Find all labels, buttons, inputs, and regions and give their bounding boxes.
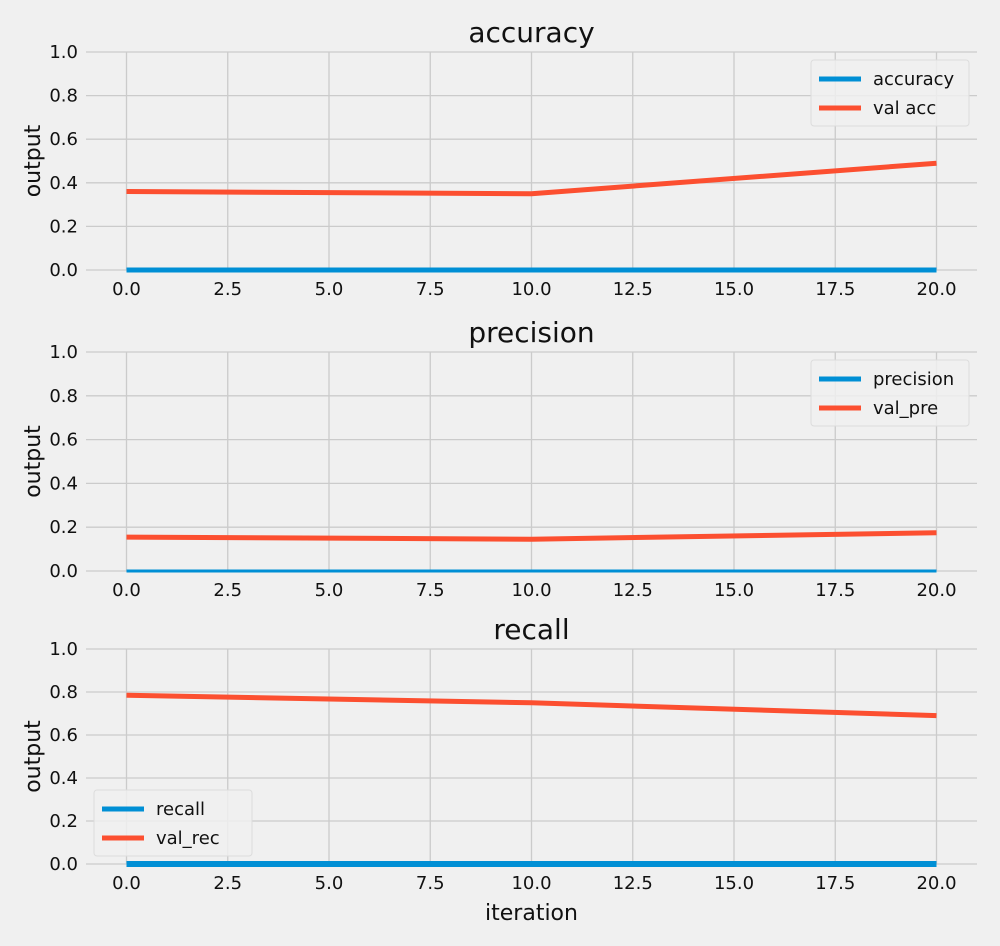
x-tick-label: 7.5 — [416, 873, 445, 894]
x-tick-label: 10.0 — [511, 873, 551, 894]
y-tick-label: 0.6 — [49, 129, 78, 150]
x-tick-label: 17.5 — [815, 279, 855, 300]
y-tick-label: 1.0 — [49, 342, 78, 363]
y-tick-label: 0.6 — [49, 430, 78, 451]
x-tick-label: 20.0 — [916, 873, 956, 894]
legend: precision val_pre — [810, 359, 970, 427]
x-tick-label: 17.5 — [815, 580, 855, 601]
y-tick-label: 1.0 — [49, 639, 78, 660]
x-tick-label: 7.5 — [416, 580, 445, 601]
y-tick-label: 0.4 — [49, 768, 78, 789]
chart-title: recall — [493, 613, 569, 646]
x-tick-label: 0.0 — [112, 580, 141, 601]
x-tick-label: 10.0 — [511, 279, 551, 300]
x-tick-label: 12.5 — [613, 279, 653, 300]
y-axis-label: output — [21, 124, 46, 197]
x-tick-label: 5.0 — [315, 873, 344, 894]
x-tick-label: 7.5 — [416, 279, 445, 300]
y-tick-label: 0.8 — [49, 682, 78, 703]
y-tick-label: 0.2 — [49, 811, 78, 832]
legend-label: val_rec — [156, 828, 220, 849]
legend: recall val_rec — [93, 789, 253, 857]
x-tick-label: 12.5 — [613, 580, 653, 601]
y-axis-label: output — [21, 720, 46, 793]
x-tick-label: 10.0 — [511, 580, 551, 601]
chart-title: accuracy — [468, 16, 594, 49]
y-tick-label: 0.2 — [49, 216, 78, 237]
x-tick-label: 2.5 — [213, 580, 242, 601]
x-tick-label: 15.0 — [714, 279, 754, 300]
x-tick-label: 17.5 — [815, 873, 855, 894]
x-tick-label: 2.5 — [213, 279, 242, 300]
y-tick-label: 0.0 — [49, 854, 78, 875]
y-tick-label: 0.0 — [49, 561, 78, 582]
y-tick-label: 0.0 — [49, 260, 78, 281]
x-tick-label: 20.0 — [916, 580, 956, 601]
chart-panel-recall: 0.0 2.5 5.0 7.5 10.0 12.5 15.0 17.5 20.0 0.0 0.2 0.… — [21, 613, 977, 926]
legend-label: accuracy — [873, 69, 955, 90]
x-tick-label: 12.5 — [613, 873, 653, 894]
x-tick-label: 20.0 — [916, 279, 956, 300]
x-axis-label: iteration — [485, 901, 578, 926]
y-tick-label: 0.2 — [49, 517, 78, 538]
x-tick-label: 2.5 — [213, 873, 242, 894]
x-tick-label: 5.0 — [315, 279, 344, 300]
legend-label: val acc — [873, 98, 936, 119]
chart-panel-accuracy: 0.0 2.5 5.0 7.5 10.0 12.5 15.0 17.5 20.0 0.0 0.2 0.… — [21, 16, 977, 300]
x-tick-label: 0.0 — [112, 279, 141, 300]
series-line-val-acc — [126, 160, 937, 197]
legend-label: val_pre — [873, 398, 938, 419]
x-tick-label: 15.0 — [714, 580, 754, 601]
y-axis-label: output — [21, 425, 46, 498]
x-tick-label: 15.0 — [714, 873, 754, 894]
y-tick-label: 1.0 — [49, 42, 78, 63]
x-tick-label: 5.0 — [315, 580, 344, 601]
x-tick-label: 0.0 — [112, 873, 141, 894]
series-line-val-pre — [126, 530, 937, 542]
y-tick-label: 0.4 — [49, 473, 78, 494]
y-tick-label: 0.4 — [49, 173, 78, 194]
legend-label: recall — [156, 799, 205, 820]
chart-title: precision — [468, 316, 594, 349]
y-tick-label: 0.6 — [49, 725, 78, 746]
y-tick-label: 0.8 — [49, 86, 78, 107]
y-tick-label: 0.8 — [49, 386, 78, 407]
legend: accuracy val acc — [810, 59, 970, 127]
series-line-val-rec — [126, 692, 937, 719]
chart-panel-precision: 0.0 2.5 5.0 7.5 10.0 12.5 15.0 17.5 20.0 0.0 0.2 0.… — [21, 316, 977, 601]
legend-label: precision — [873, 369, 954, 390]
